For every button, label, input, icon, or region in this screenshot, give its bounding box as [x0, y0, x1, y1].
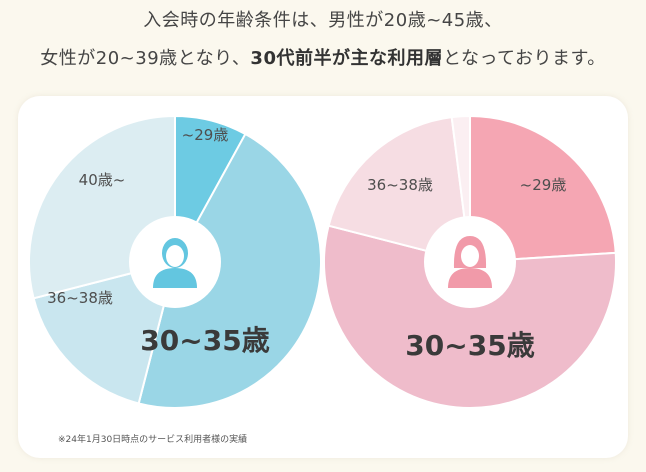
pie-2-label-1: ~29歳 — [520, 176, 567, 194]
heading-line-1-text: 入会時の年齢条件は、男性が20歳~45歳、 — [143, 10, 503, 31]
pie-1-label-4: 40歳~ — [79, 171, 126, 189]
pie-1-slice-2 — [137, 132, 322, 409]
pie-2-slice-3 — [327, 116, 472, 264]
pie-1-label-3: 36~38歳 — [47, 289, 113, 307]
pie-2-slice-1 — [469, 114, 617, 264]
female-user-icon — [448, 236, 492, 288]
pie-2-slice-2 — [323, 224, 617, 410]
heading-line-2-pre: 女性が20~39歳となり、 — [40, 48, 251, 69]
male-user-icon — [153, 238, 197, 288]
pie-2-label-2: 30~35歳 — [405, 329, 534, 362]
pie-1-label-1: ~29歳 — [182, 126, 229, 144]
pie-1-slice-3 — [32, 260, 177, 405]
heading-line-2-post: となっております。 — [442, 48, 606, 69]
heading-line-1: 入会時の年齢条件は、男性が20歳~45歳、 — [0, 6, 646, 32]
heading-line-2-strong: 30代前半が主な利用層 — [250, 48, 443, 69]
pie-2-label-3: 36~38歳 — [367, 176, 433, 194]
pie-1-label-2: 30~35歳 — [140, 324, 269, 357]
footnote: ※24年1月30日時点のサービス利用者様の実績 — [58, 435, 248, 445]
heading-line-2: 女性が20~39歳となり、30代前半が主な利用層となっております。 — [0, 44, 646, 70]
